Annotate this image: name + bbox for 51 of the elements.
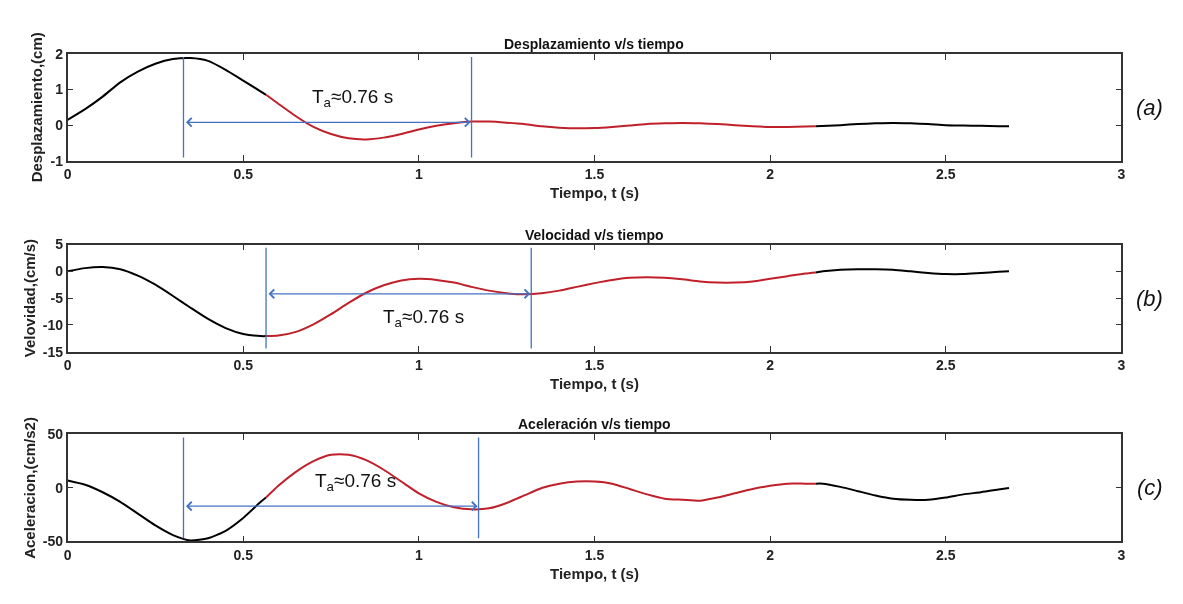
line-series xyxy=(265,453,817,511)
x-tick-label: 0.5 xyxy=(233,547,254,564)
x-axis-title: Tiempo, t (s) xyxy=(550,375,639,392)
y-tick-label: -15 xyxy=(42,343,64,360)
x-tick-label: 1.5 xyxy=(584,166,605,183)
y-axis-title: Desplazamiento,(cm) xyxy=(28,32,46,183)
line-series xyxy=(67,479,268,542)
x-tick-label: 0.5 xyxy=(233,166,254,183)
x-axis-title: Tiempo, t (s) xyxy=(550,184,639,201)
y-tick-label: 50 xyxy=(47,426,64,443)
x-tick-label: 2 xyxy=(766,357,775,374)
x-tick-label: 3 xyxy=(1117,357,1126,374)
x-tick-label: 1 xyxy=(414,166,423,183)
x-tick-label: 1 xyxy=(414,357,423,374)
x-tick-label: 2.5 xyxy=(936,357,956,374)
y-tick-label: 0 xyxy=(55,479,64,496)
x-tick-label: 2 xyxy=(766,166,775,183)
text: (b) xyxy=(1136,286,1163,311)
x-tick-label: 0.5 xyxy=(233,357,254,374)
line-series xyxy=(67,57,268,121)
y-tick-label: -1 xyxy=(50,152,64,169)
x-tick-label: 2 xyxy=(766,547,775,564)
y-axis-title: Aceleracion,(cm/s2) xyxy=(20,417,38,559)
x-tick-label: 3 xyxy=(1117,547,1126,564)
x-tick-label: 1.5 xyxy=(584,357,605,374)
annotation: T$_{a}$≈0.76 s xyxy=(312,86,394,110)
line-series xyxy=(265,271,817,338)
y-tick-label: -5 xyxy=(50,290,64,306)
x-tick-label: 3 xyxy=(1117,166,1126,183)
y-tick-label: -50 xyxy=(42,533,64,550)
y-tick-label: -10 xyxy=(42,316,64,333)
chart-title: Velocidad v/s tiempo xyxy=(525,227,664,243)
text: (a) xyxy=(1136,95,1163,120)
x-axis-title: Tiempo, t (s) xyxy=(550,565,639,582)
x-tick-label: 2.5 xyxy=(936,547,956,564)
y-tick-label: 5 xyxy=(55,236,64,253)
y-tick-label: 2 xyxy=(55,45,64,62)
y-tick-label: 0 xyxy=(55,263,64,280)
x-tick-label: 2.5 xyxy=(936,166,956,183)
text: (c) xyxy=(1137,475,1163,500)
chart-title: Desplazamiento v/s tiempo xyxy=(504,36,684,52)
x-tick-label: 1.5 xyxy=(584,547,605,564)
annotation: T$_{a}$≈0.76 s xyxy=(383,306,465,330)
annotation: T$_{a}$≈0.76 s xyxy=(315,470,397,494)
y-tick-label: 0 xyxy=(55,117,64,134)
x-tick-label: 1 xyxy=(414,547,423,564)
y-tick-label: 1 xyxy=(55,81,64,98)
chart-title: Aceleración v/s tiempo xyxy=(518,416,671,432)
line-series xyxy=(67,266,268,338)
y-axis-title: Velovidad,(cm/s) xyxy=(20,238,38,358)
line-series xyxy=(814,482,1010,501)
